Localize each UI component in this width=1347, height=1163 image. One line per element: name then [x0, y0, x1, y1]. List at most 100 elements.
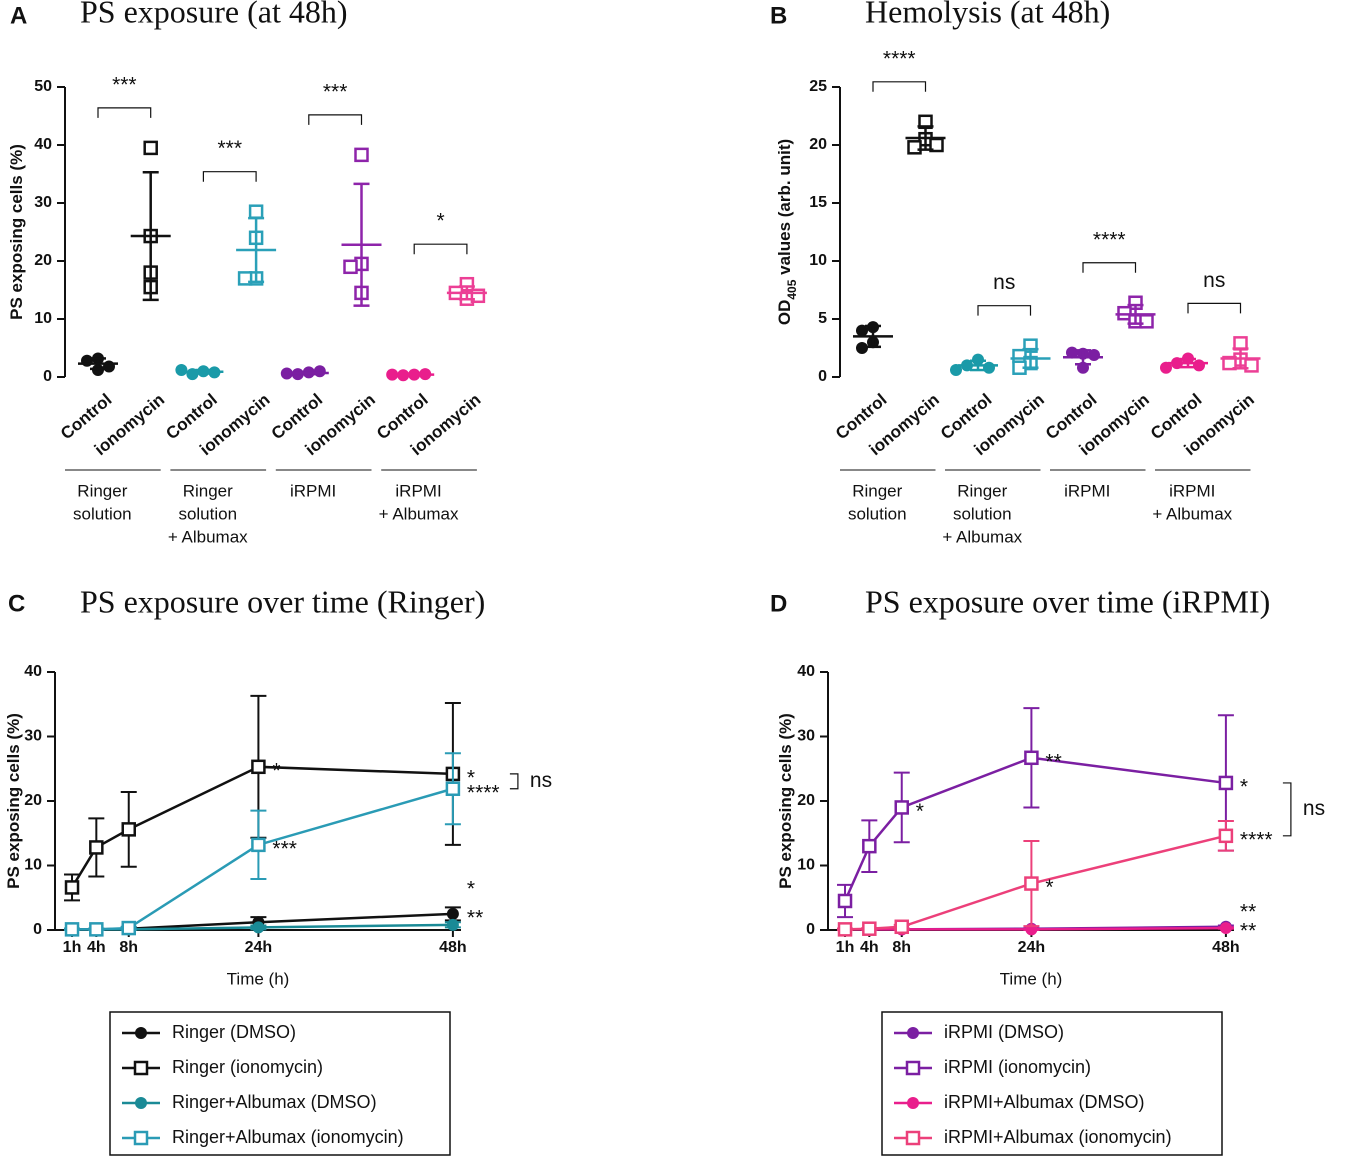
significance-bracket [1082, 262, 1137, 273]
y-tick-label: 0 [806, 921, 815, 938]
point [81, 354, 93, 367]
y-tick-label: 0 [818, 368, 827, 385]
group-label: Ringer [957, 481, 1007, 500]
significance-label: * [467, 877, 475, 900]
significance-label: ns [993, 271, 1015, 294]
point [1218, 828, 1234, 844]
x-axis-label: Time (h) [227, 969, 290, 988]
x-tick-label: 1h [63, 939, 82, 956]
group-label: solution [848, 504, 907, 523]
significance-label: *** [272, 837, 297, 860]
y-axis-label: OD405 values (arb. unit) [775, 139, 799, 325]
y-tick-label: 10 [34, 310, 52, 327]
group-label: solution [953, 504, 1012, 523]
comparison-bracket [509, 773, 519, 790]
y-tick-label: 0 [33, 921, 42, 938]
chart-title: PS exposure (at 48h) [80, 0, 348, 29]
point [837, 922, 853, 937]
point [121, 920, 136, 936]
group-label: Ringer [77, 481, 127, 500]
point [64, 880, 80, 895]
significance-label: **** [1093, 228, 1126, 251]
group-label: + Albumax [379, 504, 459, 523]
point [1218, 775, 1234, 791]
point [64, 922, 80, 937]
significance-label: ** [1045, 750, 1061, 773]
y-tick-label: 15 [809, 194, 827, 211]
group-label: + Albumax [942, 527, 1022, 546]
group-label: solution [178, 504, 237, 523]
y-tick-label: 20 [809, 136, 827, 153]
legend-marker [905, 1060, 921, 1076]
y-tick-label: 10 [797, 857, 815, 874]
comparison-label: ns [1303, 797, 1325, 820]
x-tick-label: 24h [245, 939, 273, 956]
significance-label: * [1240, 775, 1248, 798]
x-tick-label: 48h [439, 939, 467, 956]
legend-label: Ringer+Albumax (ionomycin) [172, 1127, 404, 1147]
legend-label: iRPMI (DMSO) [944, 1022, 1064, 1042]
point [280, 367, 293, 380]
y-tick-label: 40 [24, 663, 42, 680]
group-label: iRPMI [1064, 481, 1110, 500]
panel-letter: D [770, 590, 787, 617]
group-label: + Albumax [1152, 504, 1232, 523]
point [121, 822, 136, 837]
significance-bracket [308, 114, 363, 125]
significance-label: * [272, 759, 280, 782]
point [983, 361, 995, 374]
point [1024, 876, 1039, 891]
y-axis-label: PS exposing cells (%) [4, 713, 23, 889]
chart-title: PS exposure over time (iRPMI) [865, 583, 1270, 619]
point [446, 907, 459, 920]
legend-label: iRPMI+Albumax (ionomycin) [944, 1127, 1172, 1147]
x-tick-label: 8h [119, 939, 138, 956]
group-label: Ringer [852, 481, 902, 500]
chart-title: PS exposure over time (Ringer) [80, 583, 485, 619]
legend-marker [905, 1130, 921, 1146]
significance-label: * [436, 210, 444, 233]
legend-marker [907, 1027, 919, 1039]
point [248, 204, 264, 219]
y-axis-label-part: PS exposing cells (%) [776, 713, 795, 889]
legend-marker [133, 1060, 149, 1076]
point [386, 368, 399, 381]
y-tick-label: 10 [809, 252, 827, 269]
point [894, 919, 909, 935]
y-axis-label-part: OD [775, 300, 794, 326]
legend-label: Ringer (ionomycin) [172, 1057, 323, 1077]
point [445, 781, 461, 796]
panel-letter: B [770, 2, 787, 29]
legend-label: Ringer (DMSO) [172, 1022, 296, 1042]
point [1193, 359, 1205, 372]
point [950, 364, 962, 377]
point [354, 147, 369, 163]
point [89, 840, 104, 855]
group-label: + Albumax [168, 527, 248, 546]
significance-label: ** [467, 906, 483, 929]
legend-box [109, 1011, 451, 1156]
point [1244, 358, 1259, 373]
point [251, 759, 266, 775]
y-tick-label: 5 [818, 310, 827, 327]
y-tick-label: 25 [809, 78, 827, 95]
y-axis-label: PS exposing cells (%) [776, 713, 795, 889]
legend-marker [135, 1097, 147, 1109]
point [856, 342, 868, 354]
significance-label: *** [323, 80, 348, 103]
point [1219, 922, 1232, 935]
x-tick-label: 4h [860, 939, 879, 956]
legend-label: Ringer+Albumax (DMSO) [172, 1092, 377, 1112]
point [103, 360, 115, 373]
point [1160, 361, 1172, 374]
significance-bracket [977, 305, 1032, 316]
point [143, 140, 158, 156]
y-tick-label: 30 [34, 194, 52, 211]
significance-label: * [1045, 876, 1053, 899]
point [837, 893, 853, 909]
significance-label: * [467, 766, 475, 789]
panel-letter: C [8, 590, 25, 617]
point [856, 324, 868, 337]
group-label: iRPMI [395, 481, 441, 500]
point [894, 800, 909, 815]
